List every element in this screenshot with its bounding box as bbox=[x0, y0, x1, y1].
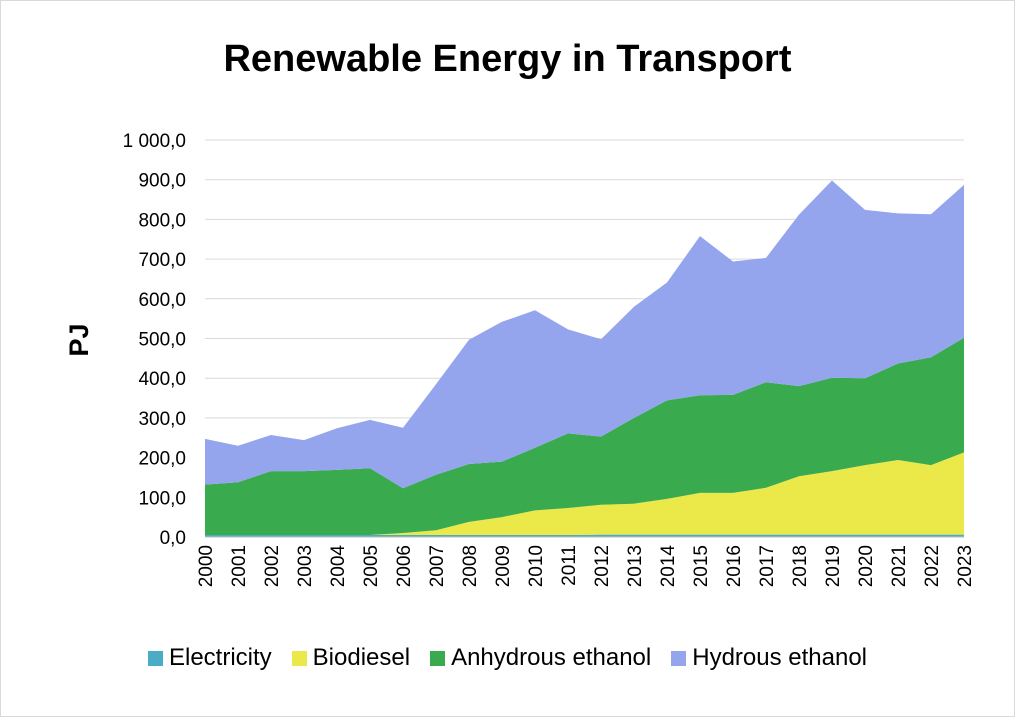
y-tick-label: 700,0 bbox=[138, 250, 186, 271]
legend-label: Electricity bbox=[168, 644, 272, 671]
x-tick-label: 2001 bbox=[229, 545, 250, 587]
x-tick-label: 2018 bbox=[790, 545, 811, 587]
x-tick-label: 2017 bbox=[757, 545, 778, 587]
x-tick-label: 2014 bbox=[658, 545, 679, 588]
x-tick-label: 2022 bbox=[922, 545, 943, 587]
legend-item-anhydrous-ethanol: Anhydrous ethanol bbox=[430, 644, 651, 672]
x-tick-label: 2000 bbox=[196, 545, 217, 587]
legend-item-electricity: Electricity bbox=[147, 644, 272, 672]
legend-swatch bbox=[147, 650, 163, 666]
legend-swatch bbox=[291, 650, 307, 666]
y-tick-label: 800,0 bbox=[138, 210, 186, 231]
x-tick-label: 2004 bbox=[328, 545, 349, 588]
y-tick-label: 400,0 bbox=[138, 369, 186, 390]
y-tick-label: 200,0 bbox=[138, 449, 186, 470]
x-tick-label: 2007 bbox=[427, 545, 448, 587]
area-anhydrous-ethanol bbox=[205, 337, 964, 535]
x-tick-label: 2023 bbox=[955, 545, 976, 587]
legend-label: Hydrous ethanol bbox=[692, 644, 868, 671]
x-tick-label: 2005 bbox=[361, 545, 382, 587]
area-hydrous-ethanol bbox=[205, 180, 964, 489]
legend-item-biodiesel: Biodiesel bbox=[291, 644, 411, 672]
area-series bbox=[205, 180, 964, 537]
x-tick-label: 2006 bbox=[394, 545, 415, 587]
x-tick-label: 2011 bbox=[559, 545, 580, 586]
legend-swatch bbox=[671, 650, 687, 666]
legend-swatch bbox=[430, 650, 446, 666]
x-tick-label: 2015 bbox=[691, 545, 712, 587]
x-tick-label: 2003 bbox=[295, 545, 316, 587]
area-biodiesel bbox=[205, 452, 964, 535]
legend-label: Biodiesel bbox=[312, 644, 411, 671]
y-tick-label: 600,0 bbox=[138, 290, 186, 311]
x-tick-label: 2012 bbox=[592, 545, 613, 587]
y-tick-label: 300,0 bbox=[138, 409, 186, 430]
x-tick-label: 2016 bbox=[724, 545, 745, 587]
legend-label: Anhydrous ethanol bbox=[451, 644, 652, 671]
y-tick-label: 500,0 bbox=[138, 330, 186, 351]
x-tick-labels: 2000 2001 2002 2003 2004 2005 2006 2007 2008 2009… bbox=[196, 545, 976, 588]
y-tick-label: 900,0 bbox=[138, 171, 186, 192]
y-tick-labels: 0,0 100,0 200,0 300,0 400,0 500,0 600,0 700,0 80… bbox=[123, 131, 186, 549]
x-tick-label: 2008 bbox=[460, 545, 481, 587]
y-axis-label: PJ bbox=[64, 323, 94, 356]
x-tick-label: 2002 bbox=[262, 545, 283, 587]
x-tick-label: 2013 bbox=[625, 545, 646, 587]
legend-item-hydrous-ethanol: Hydrous ethanol bbox=[671, 644, 867, 672]
x-tick-label: 2009 bbox=[493, 545, 514, 587]
y-tick-label: 100,0 bbox=[138, 488, 186, 509]
y-tick-label: 1 000,0 bbox=[123, 131, 186, 152]
legend: Electricity Biodiesel Anhydrous ethanol Hyd… bbox=[0, 644, 1015, 672]
chart-title: Renewable Energy in Transport bbox=[223, 38, 792, 80]
x-tick-label: 2020 bbox=[856, 545, 877, 587]
x-tick-label: 2021 bbox=[889, 545, 910, 587]
area-electricity bbox=[205, 534, 964, 537]
y-tick-label: 0,0 bbox=[160, 528, 186, 549]
x-tick-label: 2019 bbox=[823, 545, 844, 587]
x-tick-label: 2010 bbox=[526, 545, 547, 587]
